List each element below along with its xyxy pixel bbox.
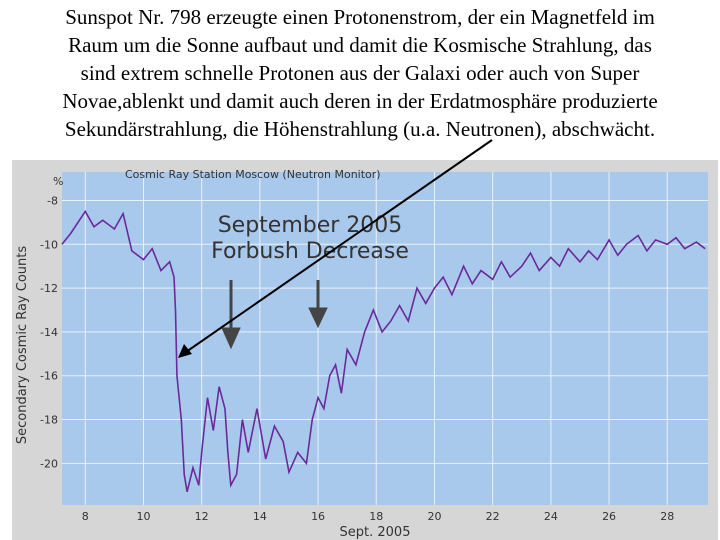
plot-area	[62, 172, 708, 505]
x-axis-label: Sept. 2005	[340, 525, 411, 540]
caption-line: Raum um die Sonne aufbaut und damit die …	[68, 33, 652, 57]
y-tick-label: -18	[40, 414, 58, 427]
x-tick-label: 22	[486, 510, 500, 523]
x-tick-label: 16	[311, 510, 325, 523]
x-tick-label: 28	[660, 510, 674, 523]
x-tick-label: 8	[82, 510, 89, 523]
annotation: September 2005	[218, 213, 403, 238]
y-tick-label: -16	[40, 370, 58, 383]
pointer-arrow-head	[178, 344, 192, 358]
caption-line: Sunspot Nr. 798 erzeugte einen Protonens…	[65, 5, 655, 29]
annotation: Forbush Decrease	[211, 239, 409, 264]
y-tick-label: -12	[40, 282, 58, 295]
arrow-head	[308, 307, 328, 329]
caption-line: Novae,ablenkt und damit auch deren in de…	[62, 89, 657, 113]
caption-line: Sekundärstrahlung, die Höhenstrahlung (u…	[65, 117, 655, 141]
x-tick-label: 18	[369, 510, 383, 523]
y-unit: %	[53, 175, 63, 188]
y-tick-label: -10	[40, 238, 58, 251]
caption-line: sind extrem schnelle Protonen aus der Ga…	[81, 61, 640, 85]
x-tick-label: 10	[136, 510, 150, 523]
pointer-arrow	[185, 139, 493, 353]
caption: Sunspot Nr. 798 erzeugte einen Protonens…	[62, 5, 657, 141]
x-tick-label: 12	[195, 510, 209, 523]
y-axis-label: Secondary Cosmic Ray Counts	[15, 246, 30, 444]
y-tick-label: -20	[40, 457, 58, 470]
line	[61, 209, 706, 493]
arrows	[221, 280, 328, 350]
y-tick-label: -14	[40, 326, 58, 339]
y-tick-label: -8	[47, 194, 58, 207]
arrow-head	[221, 327, 241, 350]
x-tick-label: 20	[427, 510, 441, 523]
x-tick-label: 26	[602, 510, 616, 523]
chart-title: Cosmic Ray Station Moscow (Neutron Monit…	[125, 168, 381, 181]
x-tick-label: 24	[544, 510, 558, 523]
x-tick-label: 14	[253, 510, 267, 523]
